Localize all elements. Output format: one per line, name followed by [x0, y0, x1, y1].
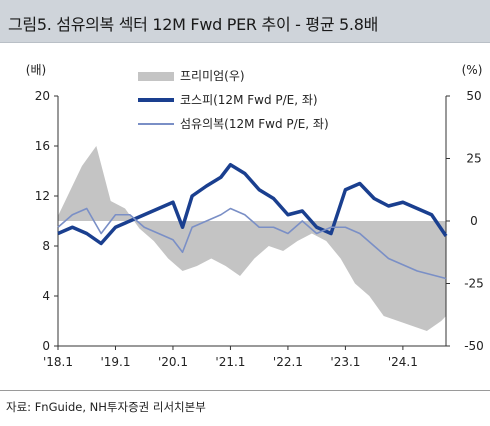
left-axis-tick-label: 20 — [35, 89, 50, 103]
left-axis-tick-label: 8 — [42, 239, 50, 253]
x-axis-tick-label: '24.1 — [388, 355, 418, 369]
legend-label: 섬유의복(12M Fwd P/E, 좌) — [180, 117, 329, 131]
legend-label: 코스피(12M Fwd P/E, 좌) — [180, 93, 318, 107]
left-axis-tick-label: 16 — [35, 139, 50, 153]
source-divider — [0, 390, 490, 391]
legend-label: 프리미엄(우) — [180, 69, 245, 83]
x-axis-tick-label: '20.1 — [158, 355, 188, 369]
title-bar: 그림5. 섬유의복 섹터 12M Fwd PER 추이 - 평균 5.8배 — [0, 0, 490, 43]
x-axis-tick-label: '18.1 — [43, 355, 73, 369]
right-axis-tick-label: 50 — [466, 89, 481, 103]
left-axis-tick-label: 12 — [35, 189, 50, 203]
right-axis-tick-label: -25 — [464, 277, 484, 291]
x-axis-tick-label: '19.1 — [100, 355, 130, 369]
chart: 0 4 8 12 16 20 -50 -25 0 25 50 (배) (%) '18.1 '19.1 '20.… — [26, 63, 484, 369]
left-axis-tick-label: 0 — [42, 339, 50, 353]
right-axis-tick-label: -50 — [464, 339, 484, 353]
chart-title: 그림5. 섬유의복 섹터 12M Fwd PER 추이 - 평균 5.8배 — [8, 15, 379, 34]
x-axis-tick-label: '21.1 — [215, 355, 245, 369]
x-axis-tick-label: '23.1 — [330, 355, 360, 369]
legend-swatch-premium — [138, 72, 174, 81]
right-axis-tick-label: 0 — [470, 214, 478, 228]
left-axis-tick-label: 4 — [42, 289, 50, 303]
right-axis-tick-label: 25 — [466, 152, 481, 166]
right-axis-unit: (%) — [462, 63, 483, 77]
left-axis-unit: (배) — [26, 63, 46, 77]
textile-line — [57, 207, 447, 280]
x-axis-tick-label: '22.1 — [273, 355, 303, 369]
premium-area — [58, 146, 446, 331]
source-note: 자료: FnGuide, NH투자증권 리서치본부 — [6, 400, 206, 414]
kospi-line — [57, 163, 448, 246]
